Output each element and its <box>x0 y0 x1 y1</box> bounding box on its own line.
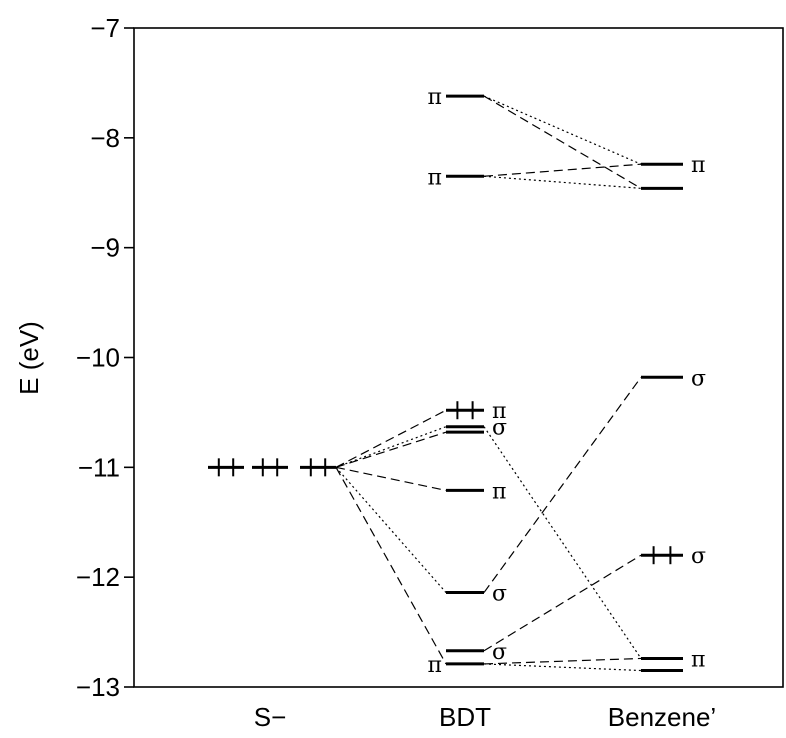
dotted-connection <box>483 426 642 659</box>
y-tick-label: −7 <box>90 13 120 43</box>
orbital-symmetry-label: σ <box>492 582 507 607</box>
plot-frame <box>133 27 784 688</box>
dotted-connection <box>483 663 642 672</box>
dashed-connection <box>483 376 642 593</box>
y-tick-label: −8 <box>90 123 120 153</box>
orbital-symmetry-label: π <box>428 85 442 110</box>
dashed-connection <box>335 431 447 468</box>
orbital-symmetry-label: π <box>691 647 705 672</box>
dashed-connection <box>483 554 642 652</box>
y-tick-label: −13 <box>76 672 120 702</box>
dotted-connection <box>483 175 642 189</box>
orbital-symmetry-label: σ <box>691 366 706 391</box>
dashed-connection <box>483 657 642 665</box>
y-tick-label: −12 <box>76 562 120 592</box>
orbital-symmetry-label: π <box>492 479 506 504</box>
orbital-symmetry-label: σ <box>492 640 507 665</box>
orbital-symmetry-label: σ <box>492 416 507 441</box>
dotted-connection <box>335 426 447 468</box>
dashed-connection <box>335 466 447 491</box>
dashed-connection <box>335 409 447 468</box>
orbital-symmetry-label: σ <box>691 544 706 569</box>
dotted-connection <box>335 466 447 593</box>
orbital-symmetry-label: π <box>691 153 705 178</box>
x-axis: S− BDT Benzene’ <box>254 702 716 732</box>
category-label: BDT <box>439 702 491 732</box>
orbital-symmetry-label: π <box>428 653 442 678</box>
orbital-symmetry-label: π <box>492 399 506 424</box>
connection-lines <box>335 95 642 672</box>
y-axis-title: E (eV) <box>14 321 44 395</box>
y-tick-label: −11 <box>78 452 120 482</box>
dashed-connection <box>483 163 642 177</box>
category-label: S− <box>254 702 287 732</box>
dashed-connection <box>335 467 447 665</box>
dotted-connection <box>483 95 642 165</box>
y-tick-label: −10 <box>76 343 120 373</box>
orbital-symmetry-label: π <box>428 165 442 190</box>
y-tick-label: −9 <box>90 233 120 263</box>
y-axis: −7 −8 −9 −10 −11 −12 −13 <box>76 13 134 702</box>
category-label: Benzene’ <box>608 702 716 732</box>
dashed-connection <box>483 95 642 189</box>
